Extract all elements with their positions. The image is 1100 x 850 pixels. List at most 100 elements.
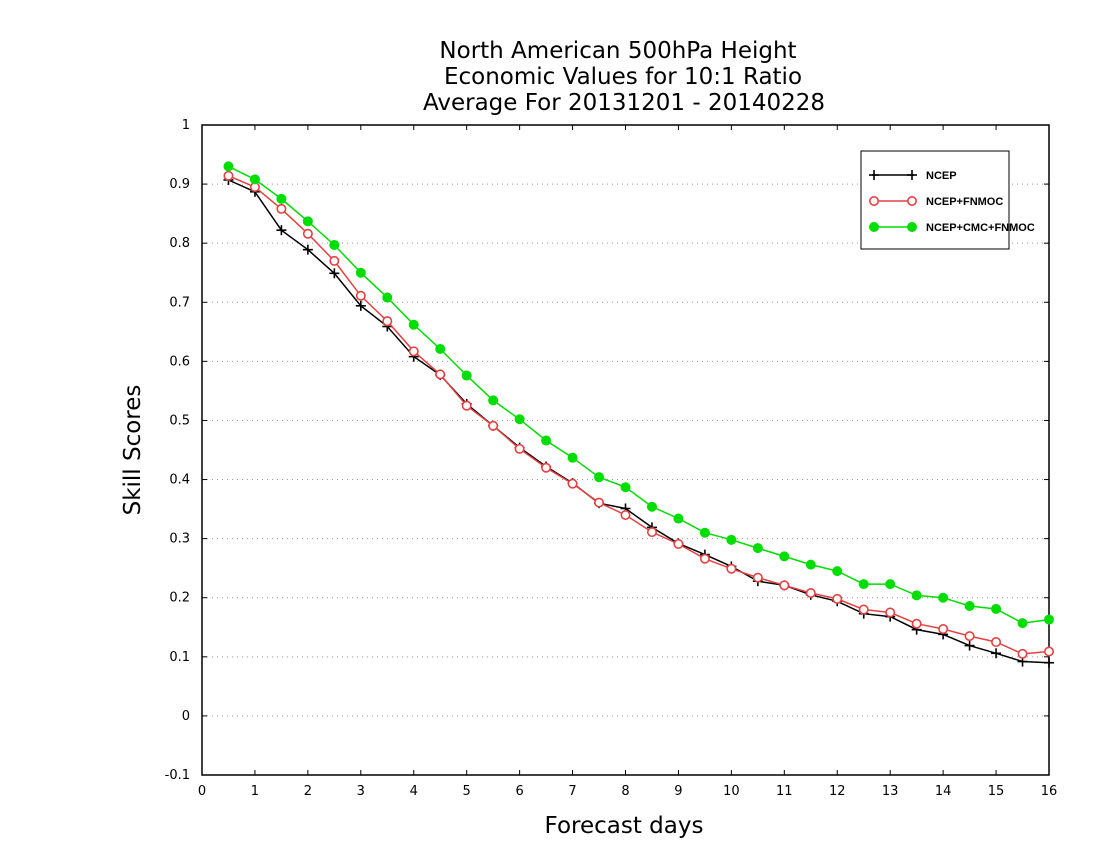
data-point [355,300,366,311]
data-point [906,196,917,207]
data-point [594,497,605,508]
data-point [329,268,340,279]
data-point [488,395,499,406]
legend-label: NCEP+CMC+FNMOC [926,222,1035,234]
data-point [938,624,949,635]
data-point [514,443,525,454]
data-point [673,538,684,549]
x-tick-label: 5 [463,784,471,799]
data-point [249,174,260,185]
data-point [567,452,578,463]
data-point [911,618,922,629]
y-tick-label: 1 [182,118,190,133]
data-point [907,222,917,232]
x-tick-label: 13 [882,784,899,799]
x-tick-label: 2 [304,784,312,799]
data-point [673,513,684,524]
x-tick-label: 1 [251,784,259,799]
data-point [408,346,419,357]
data-point [302,244,313,255]
x-axis-ticks: 0 1 2 3 4 5 6 7 8 9 10 11 12 13 14 15 16 [198,125,1057,799]
data-point [302,216,313,227]
data-point [329,239,340,250]
y-tick-label: 0.7 [169,295,190,310]
series-ncep-cmc-fnmoc [223,161,1054,629]
x-tick-label: 6 [515,784,523,799]
data-point [355,267,366,278]
grid-lines [202,183,1049,717]
data-point [907,170,917,180]
legend-box [860,150,1010,250]
data-point [276,203,287,214]
data-point [832,593,843,604]
data-point [779,580,790,591]
y-tick-label: 0.9 [169,177,190,192]
y-tick-label: 0.6 [169,354,190,369]
series-ncep-fnmoc [223,170,1055,659]
data-point [805,587,816,598]
legend-label: NCEP [926,170,957,182]
data-point [858,604,869,615]
legend-item: NCEP+CMC+FNMOC [869,222,1035,234]
data-point [869,170,879,180]
data-point [620,482,631,493]
series-layer [223,161,1055,668]
x-tick-label: 4 [410,784,418,799]
legend: NCEP NCEP+FNMOC NCEP+CMC+FNMOC [860,150,1035,250]
data-point [329,255,340,266]
data-point [869,222,879,232]
chart-title: North American 500hPa Height Economic Va… [423,38,825,116]
x-tick-label: 11 [776,784,793,799]
data-point [1044,657,1054,668]
data-point [541,435,552,446]
y-axis-ticks: -0.1 0 0.1 0.2 0.3 0.4 0.5 0.6 0.7 0.8 0.9 1 [165,118,1049,783]
data-point [355,290,366,301]
data-point [726,534,737,545]
data-point [885,579,896,590]
x-tick-label: 14 [935,784,952,799]
data-point [1017,618,1028,629]
data-point [1044,614,1054,625]
data-point [567,478,578,489]
x-tick-label: 7 [568,784,576,799]
data-point [408,319,419,330]
data-point [938,592,949,603]
data-point [991,637,1002,648]
x-tick-label: 8 [621,784,629,799]
data-point [752,572,763,583]
data-point [1044,646,1055,657]
data-point [223,170,234,181]
data-point [276,225,287,236]
y-tick-label: 0.4 [169,473,190,488]
data-point [461,400,472,411]
x-tick-label: 3 [357,784,365,799]
data-point [302,228,313,239]
x-tick-label: 0 [198,784,206,799]
data-point [752,543,763,554]
data-point [885,607,896,618]
y-tick-label: 0.2 [169,591,190,606]
data-point [964,640,975,651]
y-tick-label: 0.5 [169,413,190,428]
data-point [461,370,472,381]
data-point [991,603,1002,614]
data-point [964,631,975,642]
y-tick-label: 0.3 [169,532,190,547]
x-tick-label: 10 [723,784,740,799]
title-line-3: Average For 20131201 - 20140228 [423,90,825,116]
data-point [964,601,975,611]
x-tick-label: 12 [829,784,846,799]
data-point [223,161,234,172]
title-line-2: Economic Values for 10:1 Ratio [444,64,802,90]
data-point [1017,648,1028,659]
data-point [991,648,1002,659]
y-tick-label: 0.8 [169,236,190,251]
data-point [911,590,922,601]
data-point [832,566,843,577]
data-point [488,420,499,431]
data-point [868,196,879,207]
data-point [646,527,657,538]
data-point [514,414,525,425]
x-tick-label: 16 [1041,784,1058,799]
